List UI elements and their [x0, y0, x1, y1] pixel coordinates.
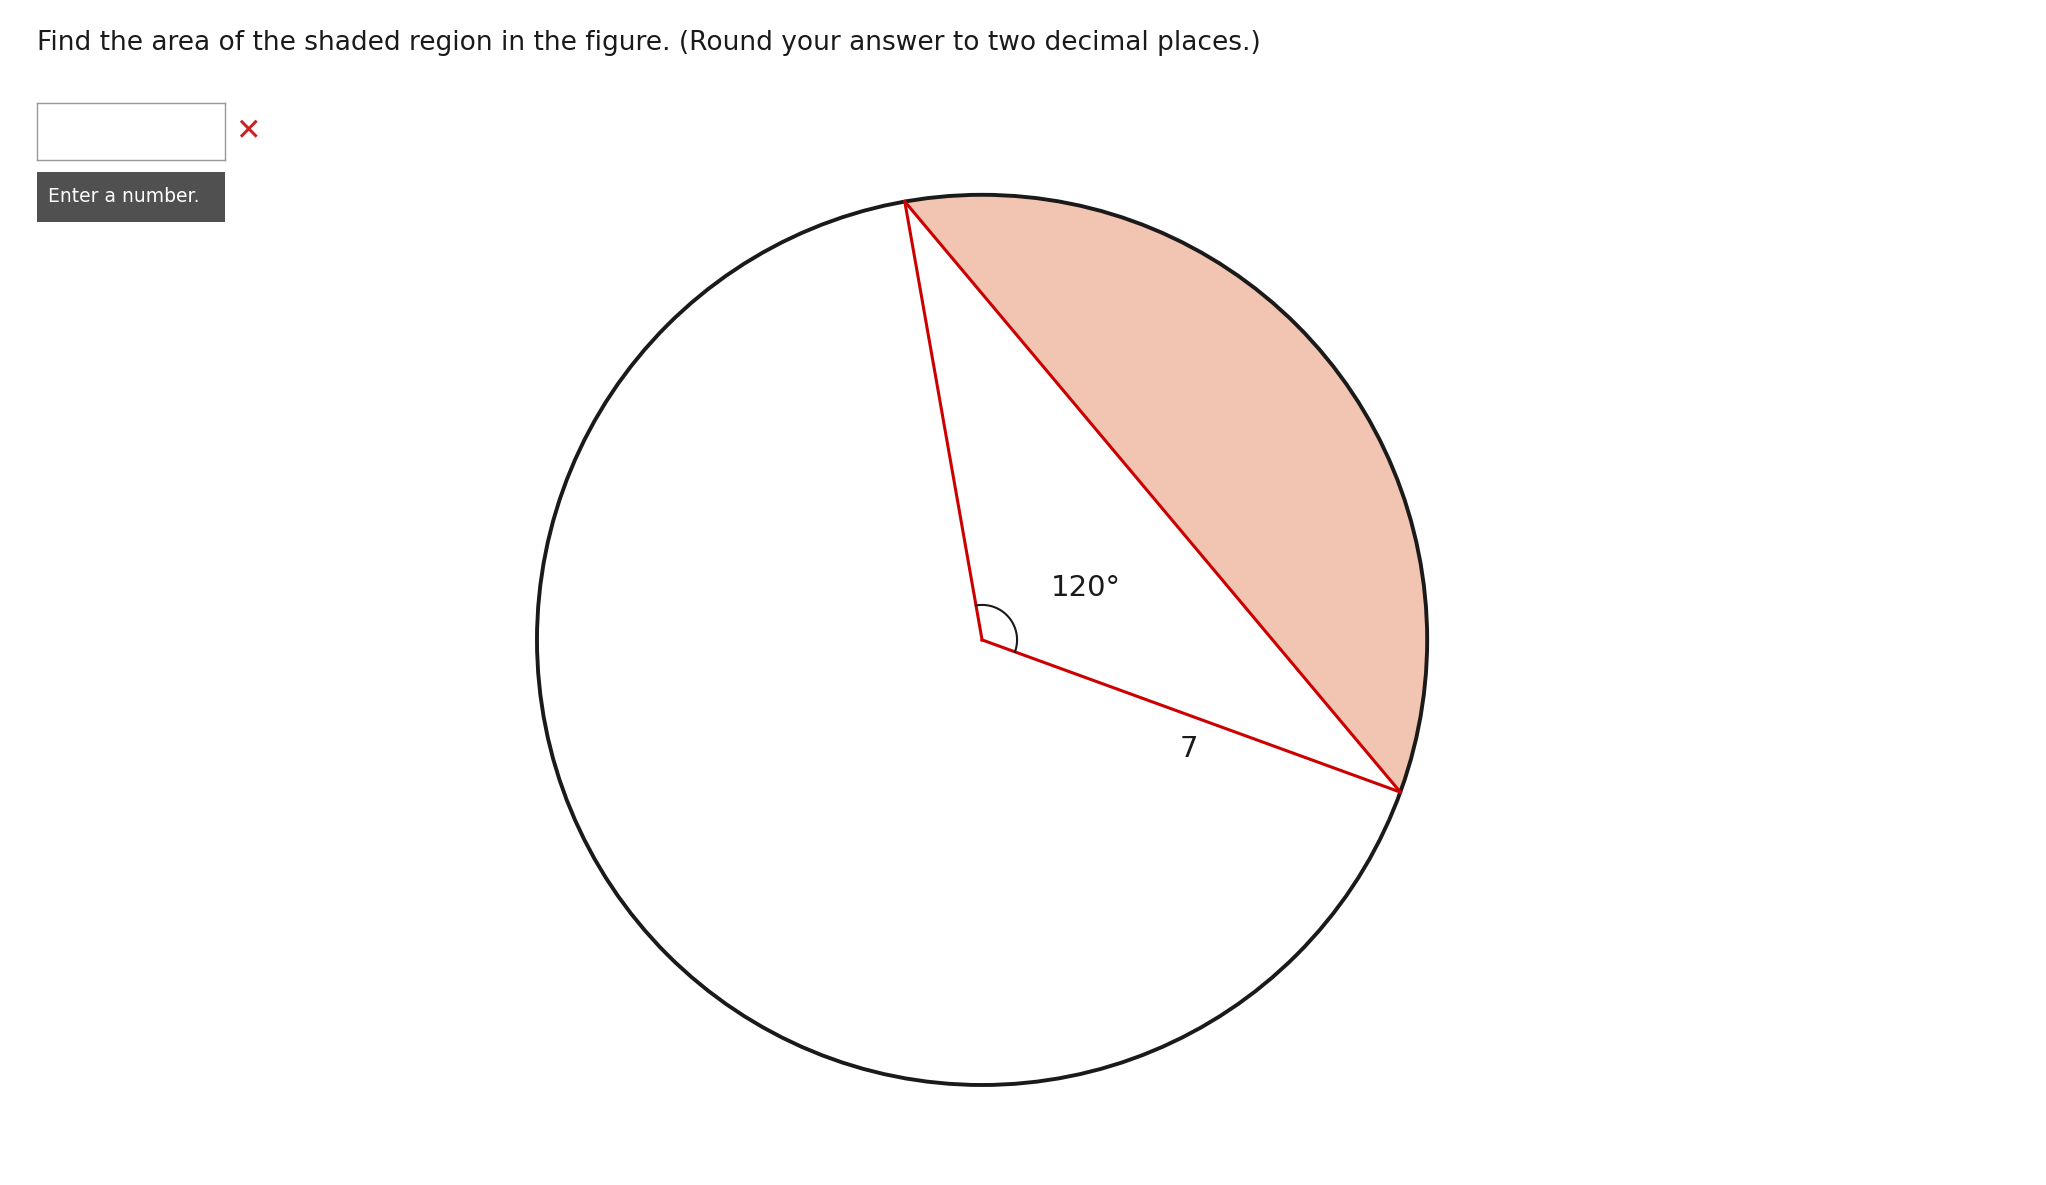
- Text: 7: 7: [1181, 736, 1199, 763]
- Polygon shape: [904, 194, 1428, 792]
- Text: ✕: ✕: [235, 117, 260, 146]
- Text: Find the area of the shaded region in the figure. (Round your answer to two deci: Find the area of the shaded region in th…: [37, 30, 1260, 56]
- Text: 120°: 120°: [1052, 574, 1121, 602]
- Text: Enter a number.: Enter a number.: [49, 187, 201, 206]
